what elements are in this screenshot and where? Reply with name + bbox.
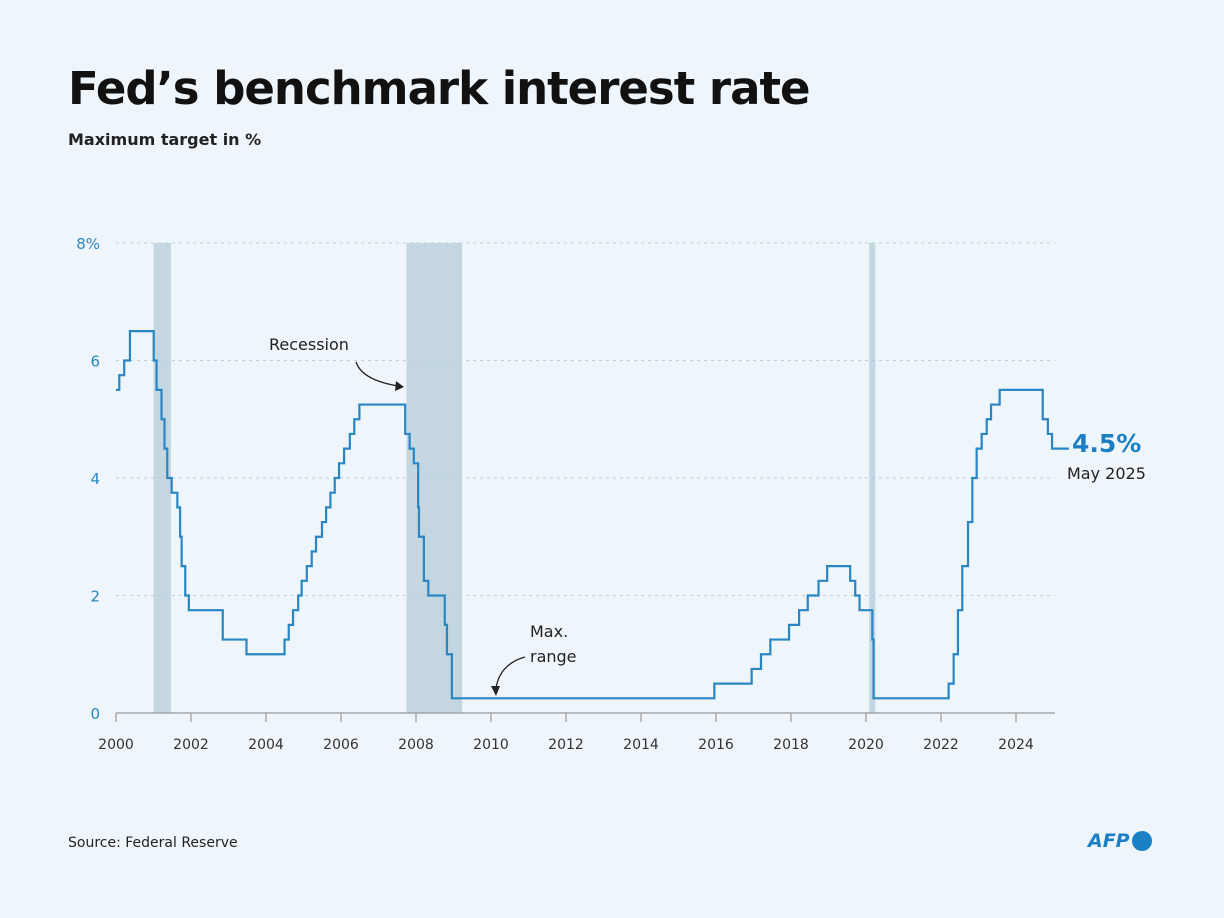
x-tick-label: 2008 <box>398 737 434 753</box>
afp-logo-dot <box>1131 831 1152 851</box>
y-tick-label: 8% <box>76 235 100 253</box>
x-tick-label: 2022 <box>923 737 959 753</box>
afp-logo: AFP <box>1088 830 1152 852</box>
chart-title: Fed’s benchmark interest rate <box>68 62 810 115</box>
rate-line <box>116 330 1069 700</box>
x-tick-label: 2002 <box>173 737 209 753</box>
y-tick-label: 0 <box>90 705 100 723</box>
end-value-label: 4.5% <box>1072 429 1141 458</box>
y-tick-label: 4 <box>90 470 100 488</box>
x-tick-label: 2006 <box>323 737 359 753</box>
max-range-label-2: range <box>530 647 577 666</box>
x-tick-label: 2018 <box>773 737 809 753</box>
x-tick-label: 2012 <box>548 737 584 753</box>
end-date-label: May 2025 <box>1067 464 1146 483</box>
x-tick-label: 2016 <box>698 737 734 753</box>
max-range-label-1: Max. <box>530 622 568 641</box>
x-tick-label: 2014 <box>623 737 659 753</box>
afp-logo-text: AFP <box>1088 830 1130 852</box>
x-tick-label: 2000 <box>98 737 134 753</box>
recession-arrowhead <box>395 381 404 391</box>
x-tick-label: 2010 <box>473 737 509 753</box>
max-range-arrowhead <box>491 686 500 696</box>
source-note: Source: Federal Reserve <box>68 835 238 851</box>
x-tick-label: 2020 <box>848 737 884 753</box>
recession-arrow <box>355 361 399 387</box>
chart-subtitle: Maximum target in % <box>68 130 262 149</box>
y-tick-label: 2 <box>90 588 100 606</box>
x-tick-label: 2004 <box>248 737 284 753</box>
y-tick-label: 6 <box>90 353 100 371</box>
recession-label: Recession <box>269 335 349 354</box>
x-tick-label: 2024 <box>998 737 1034 753</box>
max-range-arrow <box>495 656 526 689</box>
